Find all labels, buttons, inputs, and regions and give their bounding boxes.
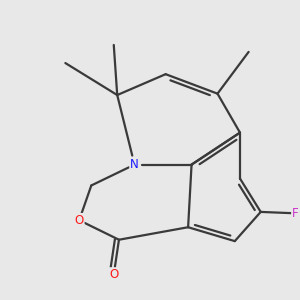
Text: N: N (130, 158, 139, 171)
Text: O: O (75, 214, 84, 227)
Text: O: O (109, 268, 119, 281)
Text: F: F (292, 207, 298, 220)
